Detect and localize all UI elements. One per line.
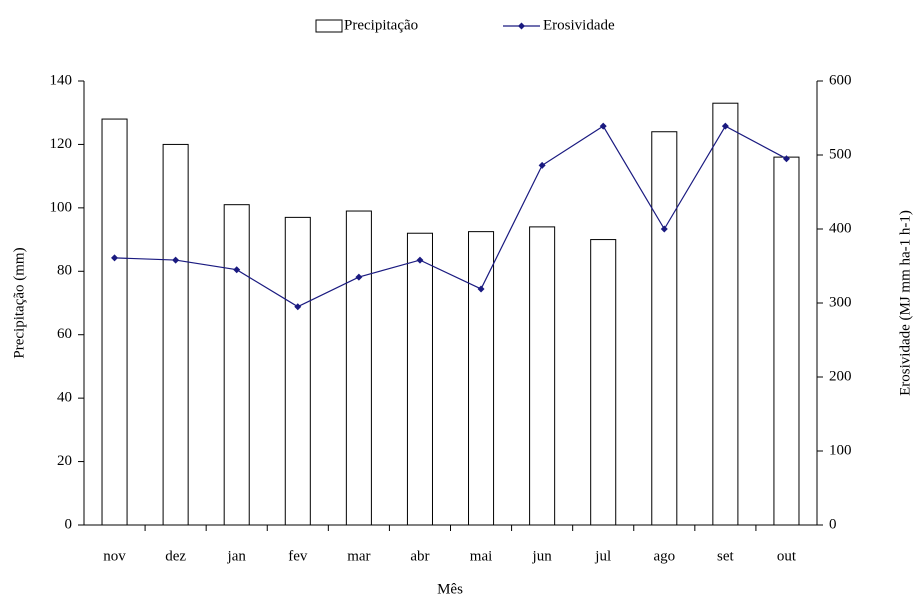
x-tick-label: set: [717, 548, 734, 564]
x-tick-label: mar: [347, 548, 370, 564]
marker: [294, 303, 302, 311]
bar: [468, 231, 495, 526]
y-tick-label: 140: [50, 72, 73, 88]
bar: [345, 210, 372, 526]
bar: [712, 102, 739, 526]
x-tick-label: out: [777, 548, 797, 564]
y2-tick-label: 400: [829, 220, 852, 236]
marker: [355, 273, 363, 281]
marker: [660, 225, 668, 233]
y2-tick-label: 0: [829, 516, 837, 532]
bar: [773, 156, 800, 526]
x-tick-label: jul: [594, 548, 611, 564]
marker: [782, 155, 790, 163]
y-tick-label: 20: [57, 453, 72, 469]
y-tick-label: 60: [57, 326, 72, 342]
marker: [721, 122, 729, 130]
y2-tick-label: 300: [829, 294, 852, 310]
x-tick-label: fev: [288, 548, 308, 564]
y2-tick-label: 200: [829, 368, 852, 384]
marker: [599, 122, 607, 130]
legend-label: Erosividade: [543, 17, 615, 33]
y2-tick-label: 600: [829, 72, 852, 88]
bar: [529, 226, 556, 526]
x-tick-label: mai: [470, 548, 493, 564]
bar: [223, 204, 250, 526]
bar: [406, 232, 433, 526]
y-tick-label: 80: [57, 263, 72, 279]
x-tick-label: abr: [410, 548, 429, 564]
y-axis-label: Precipitação (mm): [11, 247, 27, 358]
marker: [416, 256, 424, 264]
y2-axis-label: Erosividade (MJ mm ha-1 h-1): [897, 210, 913, 396]
y2-tick-label: 500: [829, 146, 852, 162]
marker: [172, 256, 180, 264]
bar: [162, 143, 189, 526]
y-tick-label: 0: [65, 516, 73, 532]
legend-marker: [518, 22, 525, 30]
marker: [111, 254, 119, 262]
marker: [538, 161, 546, 169]
bar: [651, 131, 678, 526]
marker: [477, 285, 485, 293]
x-tick-label: ago: [653, 548, 675, 564]
x-tick-label: nov: [103, 548, 126, 564]
line: [114, 125, 787, 308]
legend-label: Precipitação: [344, 17, 418, 33]
legend-swatch: [315, 19, 343, 33]
y-tick-label: 100: [50, 199, 73, 215]
bar: [101, 118, 128, 526]
y2-tick-label: 100: [829, 442, 852, 458]
y-tick-label: 40: [57, 390, 72, 406]
x-tick-label: jan: [227, 548, 247, 564]
x-tick-label: jun: [532, 548, 553, 564]
x-tick-label: dez: [165, 548, 186, 564]
y-tick-label: 120: [50, 136, 73, 152]
x-axis-label: Mês: [437, 581, 463, 597]
marker: [233, 266, 241, 274]
bar: [590, 239, 617, 526]
bar: [284, 216, 311, 526]
